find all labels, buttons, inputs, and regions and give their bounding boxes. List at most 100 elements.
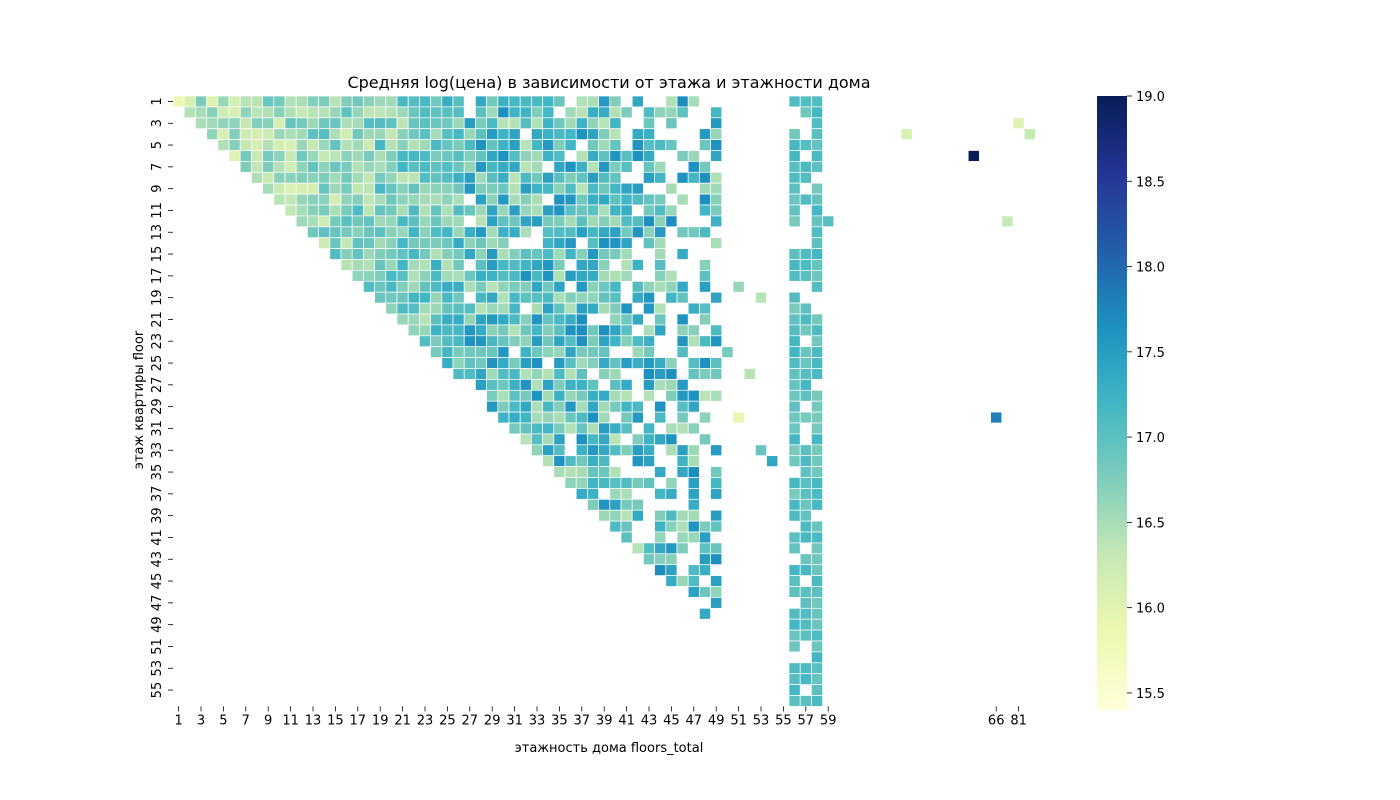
heatmap-cell — [631, 498, 644, 511]
heatmap-cell — [575, 226, 588, 239]
heatmap-cell — [587, 182, 599, 195]
heatmap-cell — [699, 280, 711, 293]
heatmap-cell — [508, 193, 521, 206]
heatmap-cell — [710, 139, 723, 151]
heatmap-cell — [475, 106, 487, 119]
heatmap-cell — [463, 368, 476, 380]
heatmap-cell — [329, 215, 342, 228]
heatmap-cell — [273, 139, 286, 151]
heatmap-cell — [643, 193, 655, 206]
heatmap-cell — [553, 379, 566, 391]
heatmap-cell — [542, 215, 555, 228]
heatmap-cell — [228, 117, 241, 130]
y-tick-label: 45 — [150, 573, 165, 590]
heatmap-cell — [284, 204, 297, 217]
heatmap-cell — [508, 117, 521, 130]
heatmap-cell — [799, 139, 812, 151]
heatmap-cell — [419, 259, 431, 271]
heatmap-cell — [463, 302, 476, 315]
x-tick-label: 37 — [574, 713, 591, 728]
heatmap-cell — [598, 215, 611, 228]
x-tick-label: 19 — [372, 713, 389, 728]
heatmap-cell — [811, 607, 823, 620]
heatmap-cell — [587, 106, 599, 119]
heatmap-cell — [631, 182, 644, 195]
heatmap-cell — [676, 466, 689, 478]
heatmap-cell — [699, 357, 711, 369]
heatmap-cell — [542, 433, 555, 446]
heatmap-cell — [396, 95, 409, 108]
heatmap-cell — [463, 204, 476, 217]
heatmap-cell — [531, 248, 543, 260]
heatmap-cell — [441, 215, 454, 228]
heatmap-cell — [284, 150, 297, 162]
heatmap-cell — [631, 280, 644, 293]
heatmap-cell — [799, 597, 812, 609]
heatmap-cell — [508, 139, 521, 151]
x-tick-label: 39 — [596, 713, 613, 728]
heatmap-cell — [363, 215, 375, 228]
heatmap-cell — [643, 433, 655, 446]
heatmap-cell — [654, 215, 667, 228]
heatmap-cell — [676, 444, 689, 457]
heatmap-cell — [553, 357, 566, 369]
heatmap-cell — [475, 346, 487, 358]
heatmap-cell — [441, 302, 454, 315]
heatmap-cell — [811, 204, 823, 217]
heatmap-cell — [665, 139, 678, 151]
heatmap-cell — [497, 161, 510, 173]
heatmap-cell — [463, 161, 476, 173]
heatmap-cell — [575, 313, 588, 326]
heatmap-cell — [531, 346, 543, 358]
heatmap-cell — [385, 237, 398, 249]
heatmap-cell — [609, 226, 622, 239]
heatmap-cell — [710, 477, 723, 489]
heatmap-cell — [575, 368, 588, 380]
heatmap-cell — [508, 270, 521, 282]
heatmap-cell — [340, 237, 353, 249]
heatmap-cell — [497, 226, 510, 239]
heatmap-cell — [811, 324, 823, 337]
heatmap-cell — [486, 313, 499, 326]
heatmap-cell — [475, 150, 487, 162]
heatmap-cell — [542, 379, 555, 391]
heatmap-cell — [631, 335, 644, 348]
heatmap-cell — [273, 182, 286, 195]
heatmap-cell — [665, 488, 678, 500]
colorbar-tick-label: 16.0 — [1136, 602, 1165, 617]
heatmap-cell — [811, 280, 823, 293]
heatmap-cell — [799, 564, 812, 576]
heatmap-cell — [519, 139, 532, 151]
heatmap-cell — [620, 324, 633, 337]
heatmap-cell — [419, 171, 431, 184]
heatmap-cell — [676, 171, 689, 184]
heatmap-cell — [273, 161, 286, 173]
heatmap-cell — [564, 291, 577, 304]
heatmap-cell — [687, 171, 700, 184]
heatmap-cell — [788, 150, 801, 162]
heatmap-cell — [676, 389, 689, 402]
heatmap-cell — [788, 531, 801, 544]
heatmap-cell — [575, 389, 588, 402]
heatmap-cell — [351, 270, 364, 282]
heatmap-cell — [575, 400, 588, 413]
heatmap-cell — [811, 226, 823, 239]
x-tick-label: 31 — [506, 713, 523, 728]
heatmap-cell — [676, 346, 689, 358]
heatmap-cell — [587, 433, 599, 446]
heatmap-cell — [631, 433, 644, 446]
heatmap-cell — [351, 226, 364, 239]
heatmap-cell — [374, 182, 387, 195]
heatmap-cell — [575, 95, 588, 108]
heatmap-cell — [486, 270, 499, 282]
heatmap-cell — [710, 509, 723, 522]
heatmap-cell — [363, 182, 375, 195]
heatmap-cell — [710, 324, 723, 337]
heatmap-cell — [598, 302, 611, 315]
heatmap-cells — [172, 95, 1036, 707]
heatmap-cell — [508, 302, 521, 315]
heatmap-cell — [587, 270, 599, 282]
heatmap-cell — [363, 95, 375, 108]
heatmap-cell — [710, 193, 723, 206]
heatmap-cell — [710, 117, 723, 130]
